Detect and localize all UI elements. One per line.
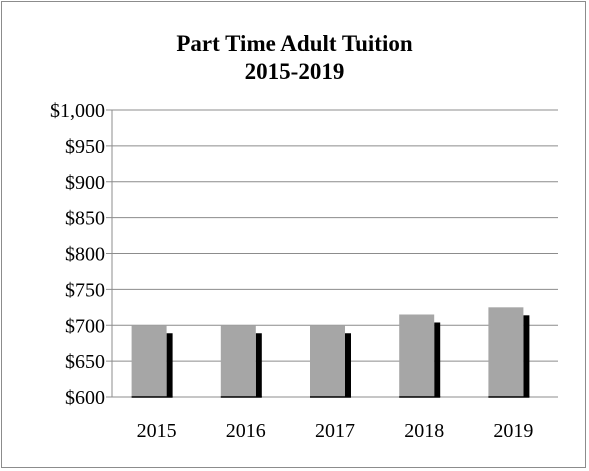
- bar-shadow: [255, 333, 262, 397]
- y-tick-label: $750: [65, 279, 105, 301]
- bar: [310, 325, 345, 397]
- y-tick-label: $800: [65, 244, 105, 266]
- bar-shadow: [434, 322, 441, 397]
- chart-subtitle: 2015-2019: [244, 59, 345, 84]
- bar: [131, 325, 167, 397]
- y-tick-label: $1,000: [50, 100, 105, 122]
- x-tick-label: 2019: [493, 420, 533, 442]
- y-tick-label: $900: [65, 172, 105, 194]
- bar: [220, 325, 256, 397]
- bar-shadow: [523, 315, 530, 397]
- y-tick-label: $850: [65, 208, 105, 230]
- x-tick-label: 2018: [404, 420, 444, 442]
- x-tick-label: 2017: [315, 420, 355, 442]
- y-tick-label: $600: [65, 387, 105, 409]
- bar-shadow: [166, 333, 173, 397]
- x-tick-label: 2015: [137, 420, 177, 442]
- bar-shadow: [345, 333, 351, 397]
- y-tick-label: $950: [65, 136, 105, 158]
- bar: [399, 314, 435, 397]
- bar: [488, 307, 524, 397]
- x-tick-label: 2016: [226, 420, 266, 442]
- y-tick-label: $700: [65, 315, 105, 337]
- chart-title: Part Time Adult Tuition: [176, 31, 413, 56]
- chart-title-block: Part Time Adult Tuition 2015-2019: [0, 30, 589, 86]
- y-tick-label: $650: [65, 351, 105, 373]
